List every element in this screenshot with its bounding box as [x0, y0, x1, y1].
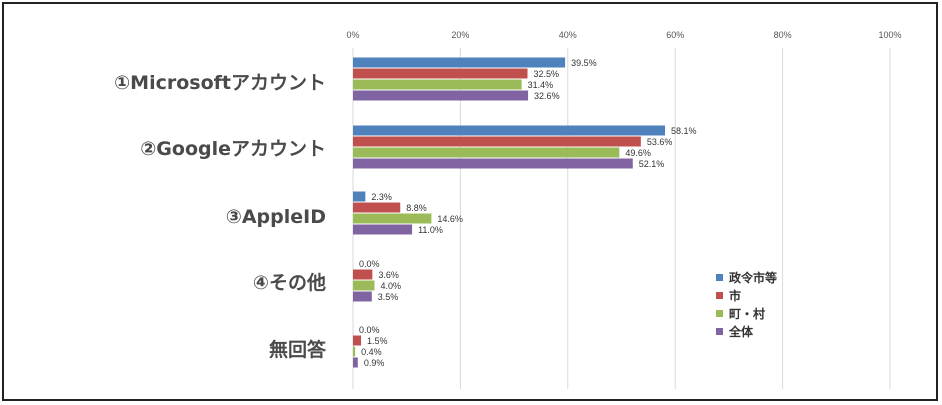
category-label: ③AppleID [226, 206, 326, 228]
data-label: 1.5% [367, 336, 388, 346]
legend-label: 町・村 [729, 306, 765, 321]
bar [353, 57, 566, 68]
bar [353, 269, 373, 280]
bar [353, 224, 413, 235]
data-label: 49.6% [625, 148, 651, 158]
bar [353, 213, 432, 224]
data-label: 31.4% [528, 80, 554, 90]
data-label: 53.6% [647, 137, 673, 147]
bar-chart: 0% 20% 40% 60% 80% 100% ①Microsoftアカウント ②Google… [114, 30, 902, 389]
category-label: ①Microsoftアカウント [114, 72, 326, 94]
bar [353, 125, 665, 136]
category-label: 無回答 [269, 338, 327, 361]
bar [353, 68, 528, 79]
data-label: 8.8% [406, 203, 427, 213]
data-label: 32.5% [534, 69, 560, 79]
bar [353, 136, 641, 147]
bar [353, 202, 401, 213]
legend-label: 政令市等 [729, 270, 777, 285]
bar [353, 335, 362, 346]
chart-frame: 0% 20% 40% 60% 80% 100% ①Microsoftアカウント ②Google… [2, 2, 938, 401]
bar [353, 280, 375, 291]
bar [353, 191, 366, 202]
category-label: ④その他 [253, 271, 326, 294]
data-label: 0.0% [359, 259, 380, 269]
data-label: 11.0% [418, 225, 443, 235]
x-tick-label: 60% [666, 30, 684, 40]
legend-label: 市 [729, 288, 741, 303]
bar [353, 357, 358, 368]
bar [353, 147, 620, 158]
legend-swatch [716, 310, 723, 317]
bar [353, 158, 633, 169]
x-tick-label: 0% [346, 30, 359, 40]
data-label: 3.6% [378, 270, 399, 280]
bar [353, 346, 356, 357]
data-label: 3.5% [378, 292, 399, 302]
data-label: 0.0% [359, 325, 380, 335]
data-label: 52.1% [639, 159, 665, 169]
x-tick-label: 80% [774, 30, 792, 40]
bar [353, 79, 522, 90]
data-label: 2.3% [371, 192, 392, 202]
legend-swatch [716, 274, 723, 281]
data-label: 14.6% [437, 214, 463, 224]
x-tick-label: 40% [559, 30, 577, 40]
bar [353, 291, 372, 302]
bar [353, 90, 529, 101]
legend-swatch [716, 292, 723, 299]
x-tick-label: 100% [878, 30, 901, 40]
x-tick-label: 20% [451, 30, 469, 40]
data-label: 0.4% [361, 347, 382, 357]
category-label: ②Googleアカウント [140, 138, 326, 160]
data-label: 39.5% [571, 58, 597, 68]
data-label: 4.0% [380, 281, 401, 291]
data-label: 32.6% [534, 91, 560, 101]
data-label: 58.1% [671, 126, 697, 136]
legend-swatch [716, 328, 723, 335]
data-label: 0.9% [364, 358, 385, 368]
legend-label: 全体 [728, 324, 754, 339]
